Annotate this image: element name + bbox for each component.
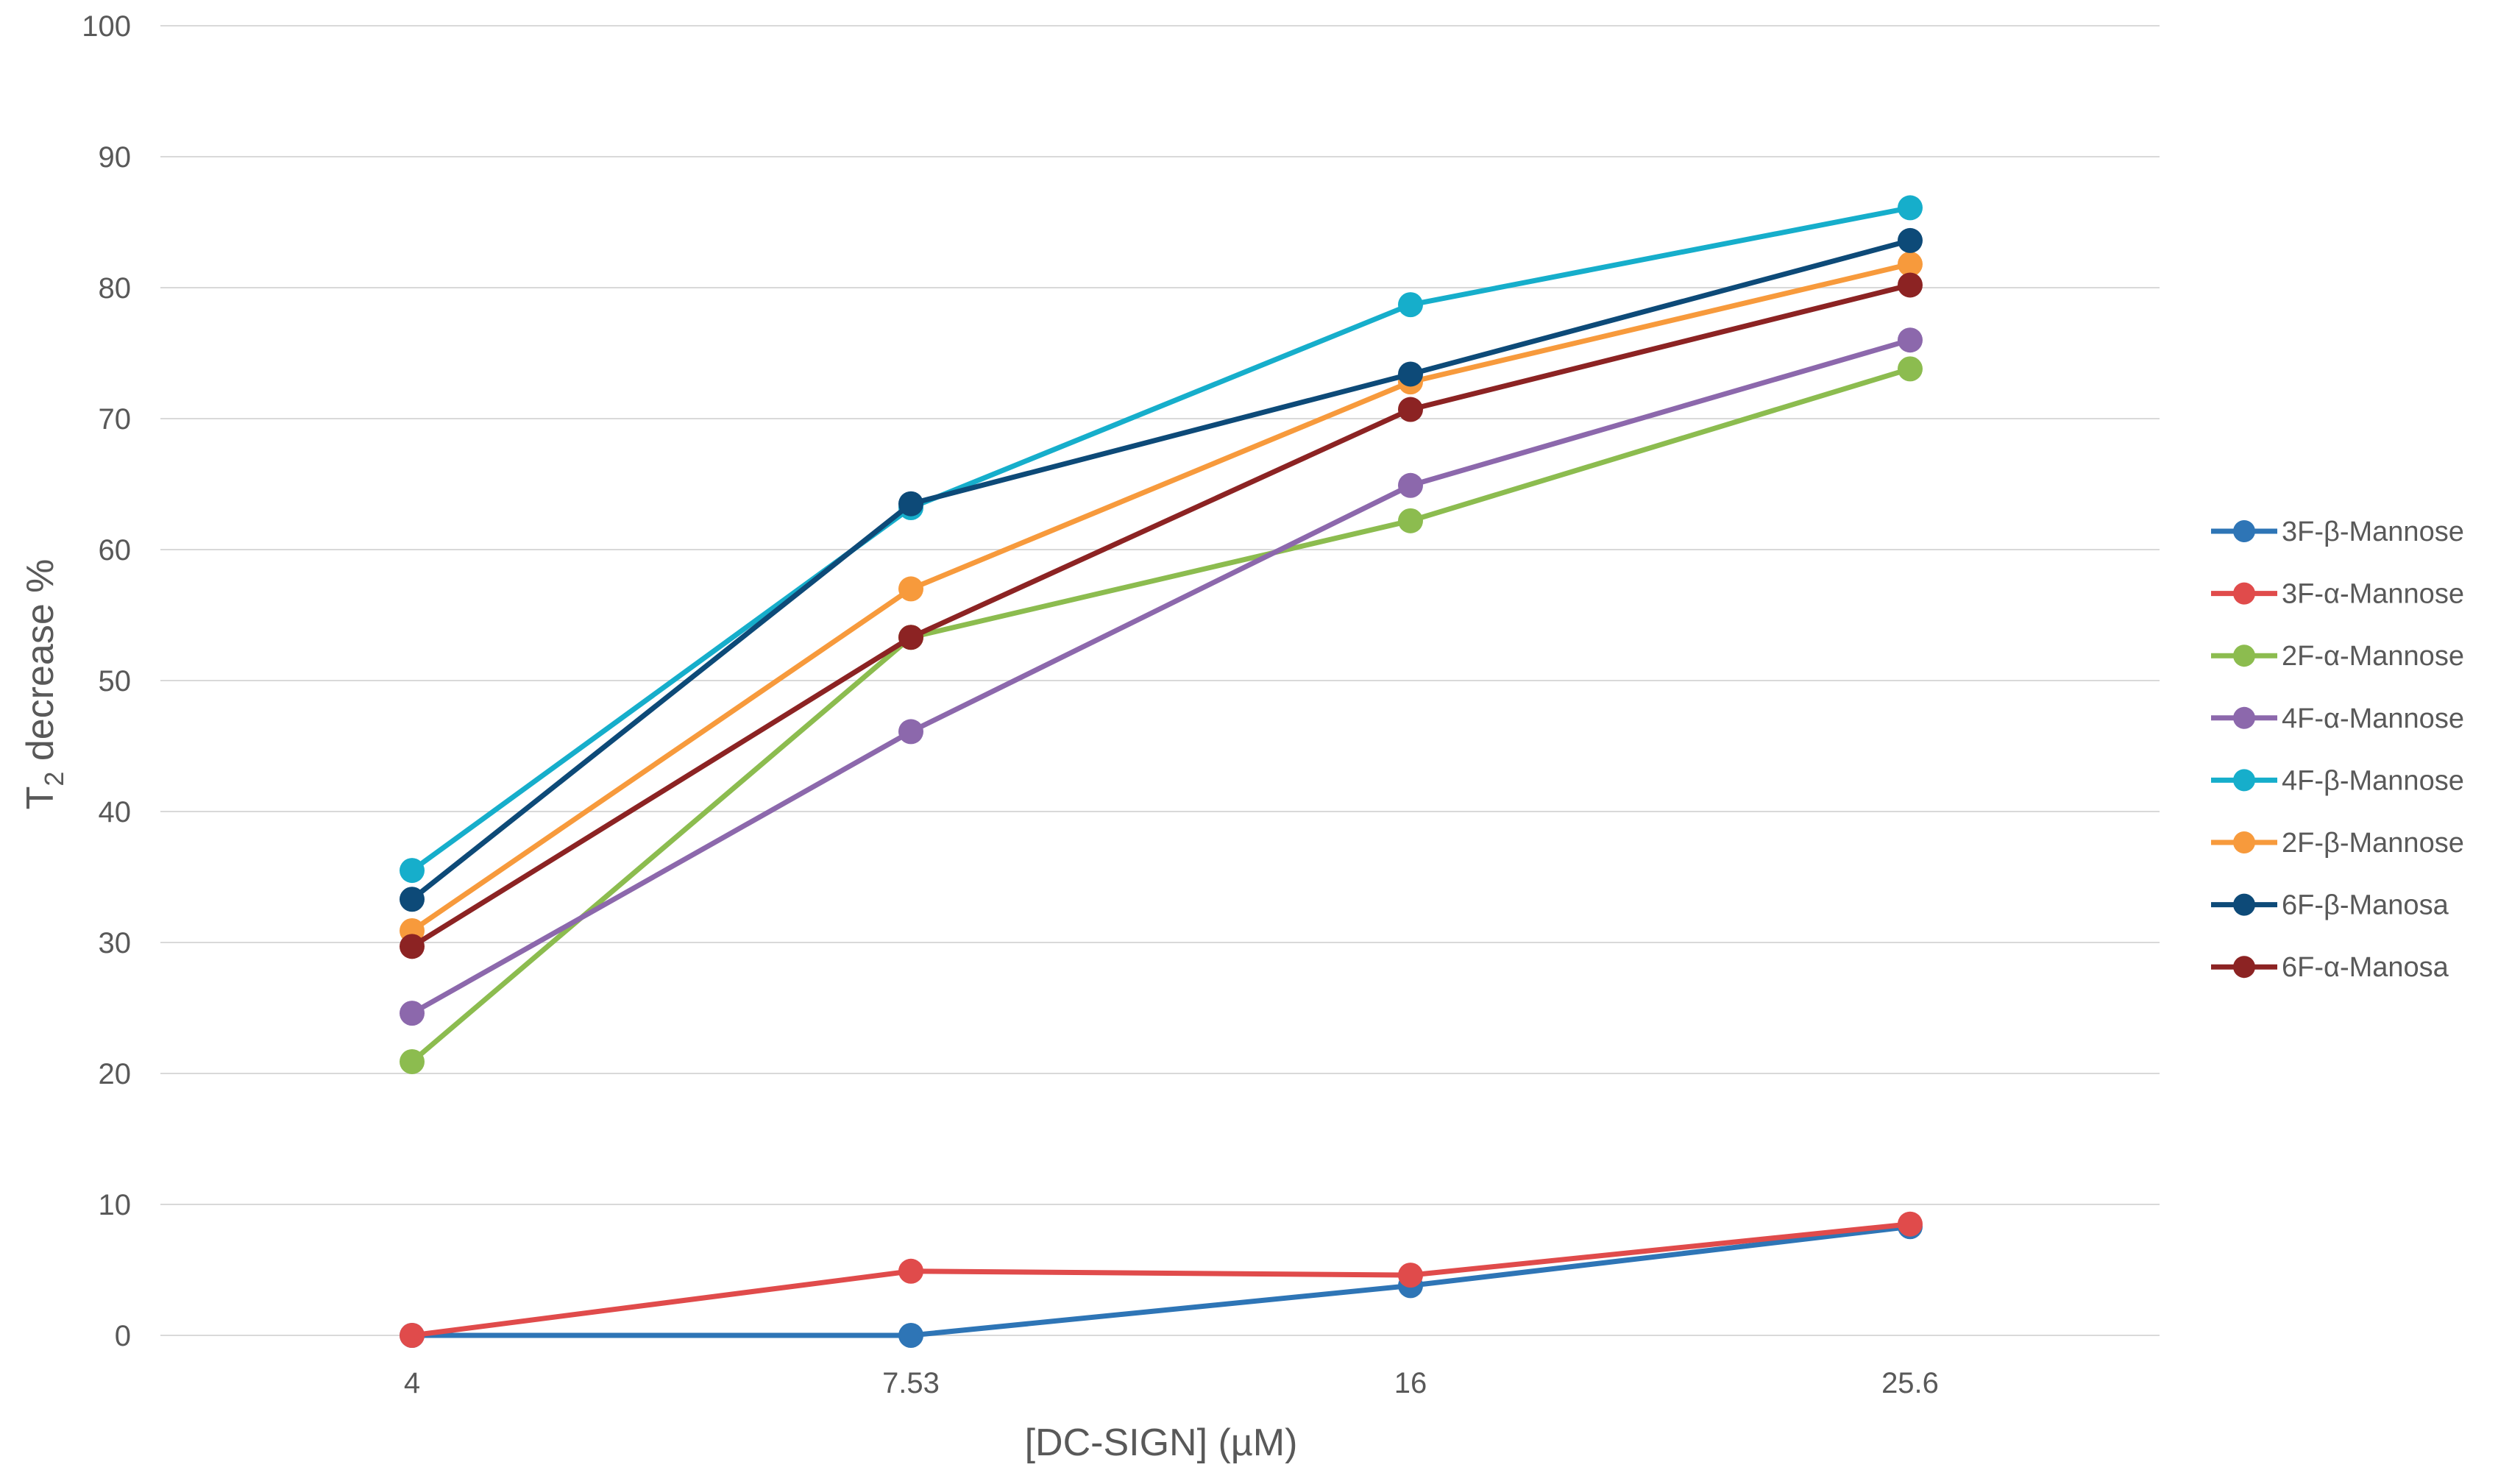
data-point — [400, 1048, 425, 1074]
gridlines — [160, 25, 2160, 1336]
legend-marker — [2233, 645, 2255, 667]
series-line — [409, 1221, 1913, 1338]
data-point — [400, 887, 425, 912]
legend-item: 2F-β-Mannose — [2211, 828, 2464, 859]
legend-marker — [2233, 582, 2255, 605]
data-point — [1898, 251, 1923, 277]
y-axis-title: T2 decrease % — [19, 559, 69, 810]
y-tick-label: 0 — [115, 1320, 131, 1352]
x-tick-label: 4 — [404, 1367, 420, 1399]
data-point — [1398, 292, 1423, 318]
legend-marker — [2233, 956, 2255, 979]
legend-label: 6F-β-Manosa — [2282, 890, 2449, 921]
legend-item: 4F-α-Mannose — [2211, 703, 2464, 734]
series-1 — [400, 1211, 1923, 1348]
data-point — [1398, 1263, 1423, 1288]
legend-item: 3F-β-Mannose — [2211, 516, 2464, 547]
y-axis-ticks: 0 10 20 30 40 50 60 70 80 90 100 — [82, 10, 131, 1352]
legend-item: 3F-α-Mannose — [2211, 579, 2464, 610]
y-axis-title-rest: decrease % — [19, 559, 62, 772]
data-point — [898, 719, 923, 745]
legend-label: 4F-α-Mannose — [2282, 703, 2464, 734]
legend-label: 6F-α-Manosa — [2282, 952, 2449, 983]
series-line — [409, 238, 1913, 902]
legend-item: 6F-α-Manosa — [2211, 952, 2449, 983]
data-point — [898, 491, 923, 516]
series-line — [409, 1224, 1913, 1338]
data-point — [898, 1258, 923, 1284]
series-line — [409, 205, 1913, 873]
data-point — [898, 576, 923, 602]
series-lines — [400, 195, 1923, 1348]
data-point — [1898, 1211, 1923, 1237]
y-tick-label: 70 — [99, 403, 132, 436]
legend-label: 3F-α-Mannose — [2282, 579, 2464, 610]
legend-marker — [2233, 769, 2255, 792]
data-point — [1898, 272, 1923, 298]
legend-marker — [2233, 520, 2255, 542]
y-tick-label: 10 — [99, 1189, 132, 1221]
series-7 — [400, 272, 1923, 959]
x-axis-title: [DC-SIGN] (µM) — [1025, 1421, 1298, 1464]
series-0 — [400, 1214, 1923, 1348]
legend-marker — [2233, 893, 2255, 916]
data-point — [1898, 356, 1923, 382]
y-tick-label: 40 — [99, 796, 132, 828]
legend-item: 6F-β-Manosa — [2211, 890, 2449, 921]
legend-label: 2F-α-Mannose — [2282, 641, 2464, 672]
legend-label: 3F-β-Mannose — [2282, 516, 2464, 547]
data-point — [400, 1001, 425, 1026]
series-line — [409, 261, 1913, 934]
y-axis-title-main: T — [19, 787, 62, 810]
x-tick-label: 7.53 — [882, 1367, 940, 1399]
series-line — [409, 337, 1913, 1016]
data-point — [898, 625, 923, 650]
data-point — [1898, 195, 1923, 221]
data-point — [1898, 327, 1923, 353]
y-tick-label: 60 — [99, 534, 132, 567]
y-tick-label: 100 — [82, 10, 131, 43]
y-tick-label: 20 — [99, 1058, 132, 1090]
legend-item: 4F-β-Mannose — [2211, 765, 2464, 796]
series-6 — [400, 227, 1923, 912]
y-tick-label: 80 — [99, 272, 132, 305]
legend-label: 2F-β-Mannose — [2282, 828, 2464, 859]
data-point — [400, 1323, 425, 1348]
data-point — [898, 1323, 923, 1348]
x-tick-label: 25.6 — [1881, 1367, 1939, 1399]
x-tick-label: 16 — [1394, 1367, 1427, 1399]
legend-label: 4F-β-Mannose — [2282, 765, 2464, 796]
series-3 — [400, 327, 1923, 1026]
series-line — [409, 282, 1913, 949]
data-point — [1898, 227, 1923, 253]
y-tick-label: 50 — [99, 665, 132, 697]
data-point — [1398, 397, 1423, 422]
series-line — [409, 366, 1913, 1065]
data-point — [400, 858, 425, 884]
data-point — [1398, 361, 1423, 387]
y-tick-label: 90 — [99, 141, 132, 174]
legend: 3F-β-Mannose 3F-α-Mannose 2F-α-Mannose 4F-α… — [2211, 516, 2464, 983]
y-axis-title-subscript: 2 — [39, 772, 69, 787]
legend-marker — [2233, 831, 2255, 853]
data-point — [1398, 508, 1423, 533]
series-5 — [400, 251, 1923, 943]
data-point — [400, 934, 425, 959]
data-point — [1398, 472, 1423, 498]
legend-marker — [2233, 706, 2255, 729]
x-axis-ticks: 4 7.53 16 25.6 — [404, 1367, 1939, 1399]
y-tick-label: 30 — [99, 927, 132, 959]
legend-item: 2F-α-Mannose — [2211, 641, 2464, 672]
